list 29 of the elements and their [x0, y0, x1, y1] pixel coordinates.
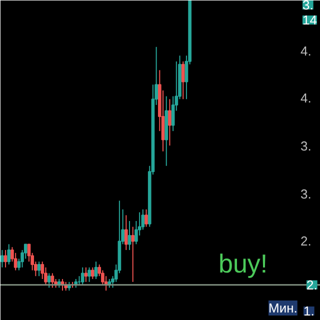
- candlestick: [40, 261, 44, 280]
- candlestick: [181, 60, 185, 100]
- candlestick: [84, 266, 88, 282]
- ref-line-label: 2.: [306, 277, 318, 292]
- text: 4.: [300, 44, 312, 58]
- text: 3.: [300, 138, 312, 154]
- candlestick: [37, 261, 41, 277]
- candlestick: [131, 226, 135, 282]
- candlestick: [50, 272, 54, 288]
- text: 2.: [300, 234, 312, 248]
- candlestick: [4, 250, 8, 268]
- candlestick: [47, 272, 51, 288]
- candlestick: [124, 214, 128, 250]
- text: buy!: [218, 248, 268, 278]
- text: 4.: [300, 90, 312, 106]
- candlestick: [88, 266, 91, 282]
- text: 1.: [304, 304, 314, 318]
- text: Мин.: [268, 300, 298, 316]
- text: 14: [302, 12, 317, 28]
- candlestick: [90, 266, 94, 280]
- candlestick: [168, 98, 172, 146]
- candlestick: [128, 220, 132, 250]
- candlestick: [144, 208, 148, 228]
- text: 3.: [302, 0, 314, 12]
- candlestick: [7, 244, 11, 266]
- candlestick: [94, 261, 98, 280]
- candlestick: [0, 250, 4, 268]
- candlestick: [80, 266, 84, 286]
- text: 3.: [300, 186, 312, 202]
